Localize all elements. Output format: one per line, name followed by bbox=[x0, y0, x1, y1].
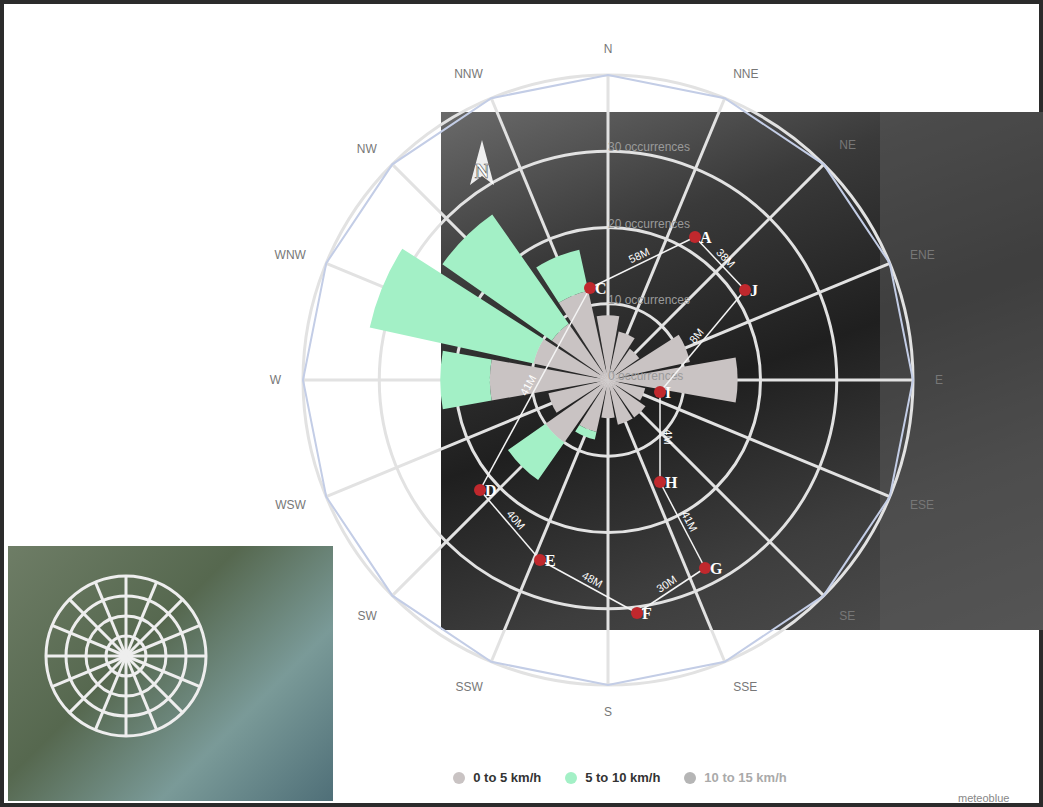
svg-text:SE: SE bbox=[839, 609, 855, 623]
svg-text:WNW: WNW bbox=[275, 248, 307, 262]
html-text:5 to 10 km/h: 5 to 10 km/h bbox=[585, 770, 661, 785]
svg-text:E: E bbox=[545, 552, 556, 569]
svg-text:41M: 41M bbox=[518, 373, 539, 398]
svg-text:NNW: NNW bbox=[454, 67, 483, 81]
svg-text:SSE: SSE bbox=[733, 680, 757, 694]
svg-text:8M: 8M bbox=[687, 326, 706, 345]
svg-text:48M: 48M bbox=[580, 569, 605, 590]
svg-text:N: N bbox=[604, 42, 613, 56]
svg-text:NE: NE bbox=[839, 138, 856, 152]
svg-text:W: W bbox=[270, 373, 282, 387]
svg-text:NW: NW bbox=[357, 142, 378, 156]
svg-text:38M: 38M bbox=[714, 246, 737, 270]
svg-text:J: J bbox=[750, 282, 758, 299]
svg-text:20 occurrences: 20 occurrences bbox=[608, 217, 690, 231]
svg-text:NNE: NNE bbox=[733, 67, 758, 81]
svg-text:40M: 40M bbox=[505, 508, 528, 532]
svg-text:0 occurrences: 0 occurrences bbox=[608, 369, 683, 383]
svg-text:ESE: ESE bbox=[910, 498, 934, 512]
svg-text:30M: 30M bbox=[654, 573, 678, 595]
html-text:10 to 15 km/h: 10 to 15 km/h bbox=[704, 770, 787, 785]
html-text:meteoblue: meteoblue bbox=[958, 792, 1010, 804]
svg-text:10 occurrences: 10 occurrences bbox=[608, 293, 690, 307]
svg-text:F: F bbox=[642, 605, 652, 622]
svg-text:S: S bbox=[604, 705, 612, 719]
svg-text:C: C bbox=[595, 280, 607, 297]
svg-text:WSW: WSW bbox=[275, 498, 306, 512]
svg-text:A: A bbox=[700, 229, 712, 246]
svg-text:SSW: SSW bbox=[456, 680, 484, 694]
svg-text:H: H bbox=[665, 474, 678, 491]
svg-text:D: D bbox=[485, 482, 497, 499]
html-text:0 to 5 km/h: 0 to 5 km/h bbox=[473, 770, 542, 785]
svg-text:SW: SW bbox=[357, 609, 377, 623]
svg-text:4M: 4M bbox=[662, 429, 674, 444]
svg-text:N: N bbox=[475, 160, 490, 182]
svg-text:ENE: ENE bbox=[910, 248, 935, 262]
svg-text:G: G bbox=[710, 560, 723, 577]
svg-text:58M: 58M bbox=[627, 245, 651, 265]
svg-text:E: E bbox=[935, 373, 943, 387]
svg-text:30 occurrences: 30 occurrences bbox=[608, 140, 690, 154]
svg-text:41M: 41M bbox=[679, 509, 700, 534]
svg-text:I: I bbox=[665, 384, 671, 401]
